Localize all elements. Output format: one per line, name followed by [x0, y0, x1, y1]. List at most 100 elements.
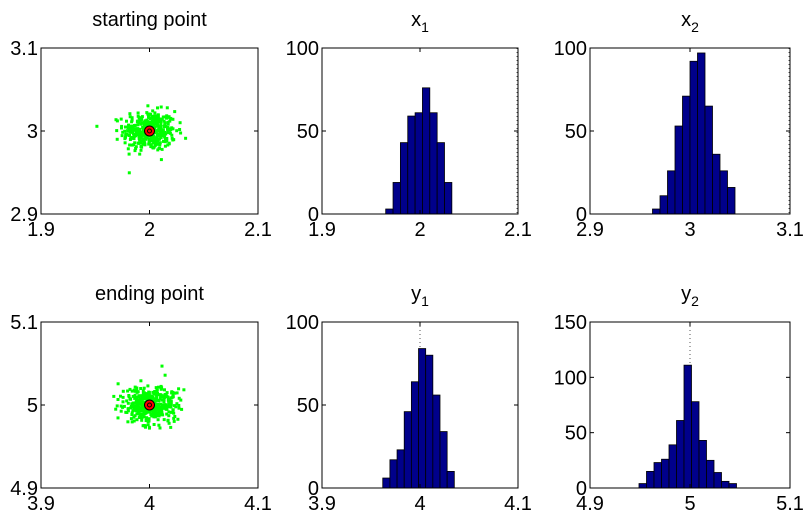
y-tick-label: 150 [554, 312, 587, 334]
scatter-point [130, 120, 134, 124]
histogram-bar [410, 381, 419, 489]
scatter-point [138, 138, 142, 142]
scatter-point [132, 404, 136, 408]
scatter-point [158, 133, 162, 137]
scatter-point [156, 392, 159, 395]
scatter-point [142, 128, 145, 131]
scatter-point [149, 143, 153, 147]
scatter-point [146, 384, 150, 388]
scatter-point [125, 399, 129, 403]
scatter-point [163, 140, 167, 144]
scatter-point [160, 364, 164, 368]
scatter-point [155, 136, 159, 140]
histogram-bar [432, 394, 441, 489]
scatter-point [130, 136, 134, 140]
scatter-point [130, 127, 134, 131]
scatter-point [148, 410, 152, 414]
scatter-point [175, 129, 179, 133]
scatter-point [139, 122, 143, 126]
scatter-point [147, 123, 151, 127]
scatter-point [150, 413, 154, 417]
scatter-point [145, 416, 149, 420]
scatter-point [137, 412, 141, 416]
scatter-point [151, 109, 155, 113]
scatter-point [139, 397, 143, 401]
y-tick-label: 50 [565, 423, 587, 445]
scatter-point [149, 145, 153, 148]
y-tick-label: 100 [554, 367, 587, 389]
scatter-points [112, 364, 186, 430]
scatter-point [160, 411, 164, 415]
y-tick-label: 0 [576, 204, 587, 226]
scatter-point [184, 136, 188, 140]
scatter-point [178, 121, 182, 125]
scatter-point [144, 134, 148, 138]
x-tick-label: 3.9 [27, 493, 55, 515]
histogram-bar [674, 125, 683, 215]
scatter-point [153, 402, 157, 406]
scatter-point [167, 421, 171, 425]
x-tick-label: 2 [144, 219, 155, 241]
scatter-point [173, 110, 177, 114]
scatter-point [138, 118, 142, 122]
x-tick-label: 1.9 [308, 219, 336, 241]
histogram-bar [646, 470, 655, 489]
scatter-point [140, 418, 144, 422]
scatter-point [126, 129, 130, 133]
histogram-bar [652, 208, 661, 215]
scatter-point [169, 400, 173, 404]
x-tick-label: 4.1 [504, 493, 532, 515]
scatter-point [115, 129, 119, 133]
scatter-point [163, 123, 167, 127]
scatter-point [123, 141, 127, 145]
histogram-bar [444, 182, 453, 215]
scatter-point [141, 125, 145, 129]
scatter-point [163, 373, 167, 377]
scatter-point [156, 113, 160, 117]
scatter-point [133, 127, 137, 131]
scatter-point [140, 115, 144, 119]
scatter-point [150, 394, 154, 398]
chart-title-subscript: 2 [691, 293, 699, 309]
scatter-point [133, 149, 137, 153]
scatter-point [147, 417, 151, 421]
scatter-point [126, 409, 130, 413]
scatter-point [165, 412, 169, 416]
scatter-point [132, 419, 136, 423]
scatter-point [135, 396, 138, 399]
scatter-point [140, 404, 144, 408]
histogram-bar [697, 52, 706, 215]
x-tick-label: 5 [684, 493, 695, 515]
scatter-point [128, 397, 132, 401]
scatter-point [145, 111, 149, 115]
histogram-bar [698, 440, 707, 489]
histogram-y1: y1 3.9 4 4.1 0 50 100 [286, 283, 532, 515]
scatter-point [125, 119, 128, 123]
scatter-point [168, 119, 172, 123]
scatter-point [166, 120, 170, 124]
scatter-point [126, 401, 130, 405]
histogram-x2: x2 2.9 3 3.1 0 50 100 [554, 9, 804, 241]
scatter-point [121, 400, 125, 404]
scatter-point [128, 387, 132, 391]
scatter-point [152, 116, 155, 120]
scatter-point [142, 400, 146, 404]
histogram-bar [407, 115, 416, 215]
scatter-point [133, 385, 137, 389]
scatter-point [135, 412, 139, 416]
histogram-bar [638, 483, 647, 489]
scatter-point [155, 389, 159, 393]
histogram-bar [689, 60, 698, 215]
scatter-point [141, 424, 145, 428]
scatter-point [126, 126, 130, 129]
histogram-bar [403, 411, 412, 489]
histogram-bar [712, 153, 721, 215]
scatter-point [162, 119, 166, 123]
y-tick-label: 3 [27, 121, 38, 143]
scatter-point [135, 418, 139, 422]
scatter-point [157, 423, 161, 427]
scatter-point [169, 405, 173, 409]
y-tick-label: 5.1 [10, 312, 38, 334]
scatter-point [158, 146, 161, 150]
scatter-point [175, 391, 179, 395]
